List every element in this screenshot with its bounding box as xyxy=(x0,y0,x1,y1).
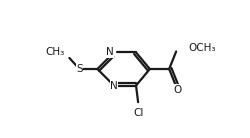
Text: S: S xyxy=(76,64,83,74)
Text: CH₃: CH₃ xyxy=(45,47,64,57)
Text: OCH₃: OCH₃ xyxy=(188,43,216,53)
Text: O: O xyxy=(173,85,182,95)
Text: N: N xyxy=(106,47,114,57)
Text: Cl: Cl xyxy=(134,108,144,118)
Text: N: N xyxy=(110,81,118,91)
